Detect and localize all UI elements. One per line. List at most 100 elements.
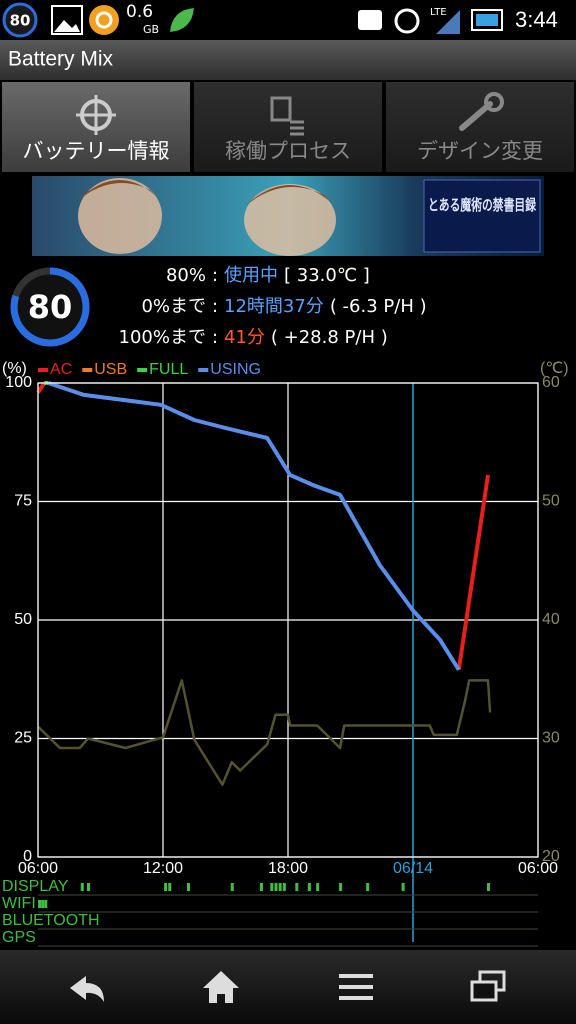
event-mark	[187, 883, 190, 891]
info-label: 80%	[166, 265, 206, 286]
signal-icon	[436, 10, 460, 34]
banner-art	[78, 178, 162, 254]
info-separator: :	[212, 327, 218, 348]
event-mark	[274, 883, 278, 891]
event-mark	[339, 883, 343, 891]
tab-icon-wrench	[459, 101, 493, 131]
y-tick-label: 0	[23, 848, 32, 865]
y2-tick-label: 50	[542, 493, 560, 510]
y-tick-label: 25	[14, 730, 32, 747]
home-button[interactable]	[203, 971, 239, 1003]
tab-icon-process	[270, 96, 292, 122]
y-tick-label: 100	[5, 374, 32, 391]
event-mark	[230, 883, 234, 891]
battery-badge: 80	[10, 12, 31, 30]
gallery-icon-shape	[54, 20, 80, 32]
legend-label: AC	[50, 361, 72, 378]
battery-icon	[2, 2, 38, 38]
banner-art	[246, 185, 334, 205]
info-separator: :	[212, 296, 218, 317]
x-tick-label: 12:00	[143, 860, 183, 877]
event-mark	[316, 883, 320, 891]
event-mark	[164, 883, 168, 891]
info-label: 0%まで	[141, 296, 206, 317]
event-mark	[44, 900, 48, 908]
event-label: DISPLAY	[2, 878, 69, 895]
y-axis-label: (%)	[2, 360, 27, 377]
leaf-icon	[170, 8, 194, 32]
banner-art	[244, 184, 336, 256]
storage: 0.6	[126, 2, 153, 22]
alarm-icon	[394, 8, 420, 34]
gallery-icon	[51, 5, 83, 35]
info-label: 100%まで	[119, 327, 206, 348]
event-mark	[270, 883, 274, 891]
level-badge: 80	[28, 288, 73, 326]
event-mark	[87, 883, 90, 891]
series-line	[37, 679, 492, 786]
tab-icon-wrench-head	[484, 92, 504, 112]
event-mark	[366, 883, 370, 891]
event-label: BLUETOOTH	[2, 912, 100, 929]
info-detail: ( +28.8 P/H )	[271, 327, 388, 348]
network-type: LTE	[430, 7, 447, 18]
info-detail: ( -6.3 P/H )	[330, 296, 427, 317]
tab-label: バッテリー情報	[23, 139, 170, 163]
app-icon-ring	[95, 11, 113, 29]
tab-label: 稼働プロセス	[225, 139, 351, 163]
legend-label: USB	[94, 361, 127, 378]
plot-frame	[37, 382, 539, 858]
event-mark	[295, 883, 299, 891]
info-value: 12時間37分	[224, 296, 324, 317]
legend-label: FULL	[149, 361, 188, 378]
event-mark	[41, 900, 45, 908]
y2-tick-label: 40	[542, 611, 560, 628]
event-mark	[401, 883, 405, 891]
info-value: 使用中	[224, 265, 278, 286]
tab-label: デザイン変更	[417, 139, 543, 163]
banner-logo	[423, 179, 541, 253]
event-label: WIFI	[2, 895, 36, 912]
voicemail-icon	[358, 10, 382, 30]
app-icon	[89, 5, 119, 35]
y-tick-label: 75	[14, 493, 32, 510]
tab-design[interactable]	[386, 82, 574, 172]
event-mark	[259, 883, 263, 891]
x-tick-label: 06:00	[518, 860, 558, 877]
tab-icon-cross	[76, 95, 116, 135]
event-mark	[80, 883, 84, 891]
event-mark	[282, 883, 286, 891]
info-separator: :	[212, 265, 218, 286]
menu-button[interactable]	[339, 974, 373, 1000]
event-mark	[168, 883, 172, 891]
storage-unit: GB	[143, 23, 159, 36]
back-button[interactable]	[70, 976, 104, 1002]
y2-tick-label: 20	[542, 848, 560, 865]
legend-label: USING	[210, 361, 261, 378]
event-mark	[307, 883, 311, 891]
recents-button-front	[470, 980, 498, 1002]
battery-status-icon	[471, 9, 503, 31]
event-mark	[487, 883, 490, 891]
event-label: GPS	[2, 929, 36, 946]
y2-tick-label: 30	[542, 730, 560, 747]
tab-icon-list	[290, 120, 304, 136]
level-ring	[10, 267, 90, 347]
app-title: Battery Mix	[8, 48, 114, 71]
y2-tick-label: 60	[542, 374, 560, 391]
y2-axis-label: (℃)	[540, 360, 569, 377]
banner-title: とある魔術の禁書目録	[428, 196, 537, 214]
banner-art	[78, 180, 160, 200]
info-value: 41分	[224, 327, 265, 348]
clock: 3:44	[515, 7, 558, 32]
x-tick-label: 18:00	[268, 860, 308, 877]
series-line	[47, 381, 461, 671]
event-mark	[278, 883, 282, 891]
series-line	[36, 381, 490, 671]
event-mark	[38, 900, 42, 908]
x-tick-label: 06:00	[18, 860, 58, 877]
info-detail: [ 33.0℃ ]	[284, 265, 370, 286]
app-bar	[0, 40, 576, 80]
y-tick-label: 50	[14, 611, 32, 628]
